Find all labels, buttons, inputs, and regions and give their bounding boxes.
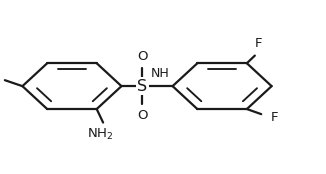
Text: NH$_2$: NH$_2$ <box>87 127 113 143</box>
Text: F: F <box>271 111 278 124</box>
Text: O: O <box>137 109 147 122</box>
Text: F: F <box>254 37 262 50</box>
Text: S: S <box>137 79 147 94</box>
Text: NH: NH <box>151 67 170 80</box>
Text: O: O <box>137 50 147 63</box>
